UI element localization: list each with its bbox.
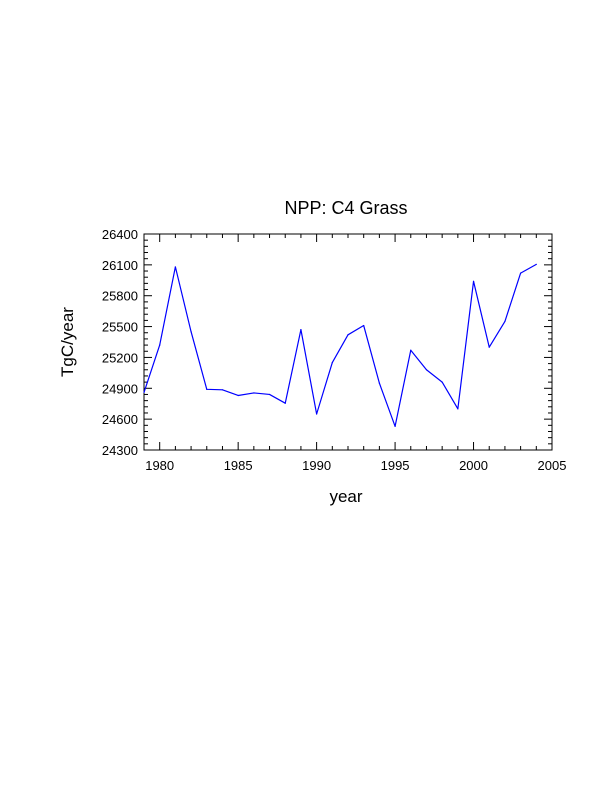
data-point [159, 344, 161, 346]
y-tick-label: 26100 [102, 258, 138, 273]
data-point [143, 391, 145, 393]
x-tick-label: 1990 [302, 458, 331, 473]
data-point [268, 393, 271, 396]
data-point [331, 361, 333, 364]
y-tick-label: 24900 [102, 381, 138, 396]
x-tick-label: 2000 [459, 458, 488, 473]
x-axis-label: year [329, 487, 362, 506]
x-tick-label: 1980 [145, 458, 174, 473]
data-point [316, 413, 318, 415]
y-tick-label: 25200 [102, 350, 138, 365]
data-point [174, 266, 176, 268]
data-point [520, 272, 522, 274]
y-tick-label: 26400 [102, 227, 138, 242]
y-tick-label: 25500 [102, 320, 138, 335]
y-tick-label: 25800 [102, 289, 138, 304]
data-point [284, 402, 286, 404]
data-point [347, 334, 349, 336]
x-tick-label: 2005 [538, 458, 567, 473]
data-point [535, 263, 537, 265]
axes: 1980 1985 1990 1995 2000 2005 24300 24600 24900 2… [102, 227, 567, 473]
data-point [206, 388, 208, 390]
data-point [504, 320, 506, 323]
data-point [253, 392, 255, 394]
plot-area [143, 263, 537, 427]
x-tick-label: 1985 [224, 458, 253, 473]
y-tick-label: 24600 [102, 412, 138, 427]
data-point [300, 329, 302, 331]
series-line [143, 263, 537, 427]
data-point [425, 369, 428, 371]
y-axis-label: TgC/year [58, 307, 77, 377]
x-tick-label: 1995 [381, 458, 410, 473]
data-point [472, 280, 475, 282]
data-point [190, 331, 192, 333]
plot-frame [143, 233, 553, 451]
chart-title: NPP: C4 Grass [284, 198, 407, 218]
data-point [410, 349, 412, 351]
data-point [394, 425, 396, 427]
y-tick-label: 24300 [102, 443, 138, 458]
data-point [457, 408, 459, 410]
data-point [221, 389, 224, 391]
data-point [378, 382, 380, 384]
data-point [488, 346, 490, 348]
data-point [363, 324, 365, 327]
data-point [237, 394, 239, 397]
data-point [441, 381, 443, 383]
